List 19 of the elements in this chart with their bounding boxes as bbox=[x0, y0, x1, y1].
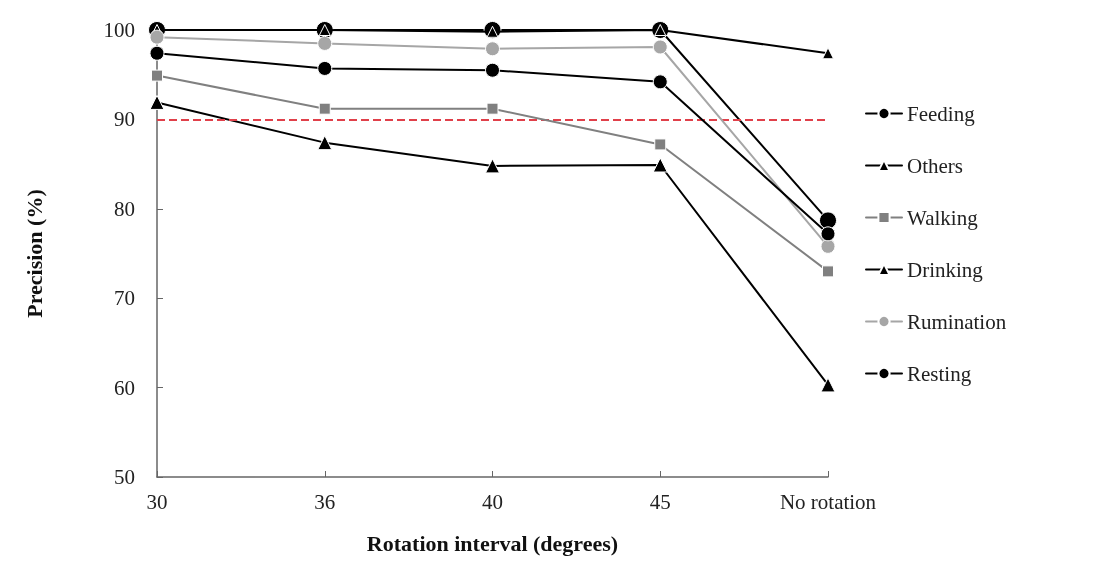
legend-label: Walking bbox=[907, 205, 979, 230]
legend-label: Rumination bbox=[907, 309, 1007, 334]
y-tick-label: 70 bbox=[114, 286, 135, 311]
y-tick-label: 90 bbox=[114, 107, 135, 132]
y-tick-label: 80 bbox=[114, 196, 135, 221]
x-tick-label: 40 bbox=[482, 489, 503, 514]
y-tick-label: 100 bbox=[103, 18, 135, 42]
legend-label: Resting bbox=[907, 361, 972, 386]
y-axis-title: Precision (%) bbox=[21, 189, 47, 318]
legend-label: Feeding bbox=[907, 101, 976, 126]
x-tick-label: No rotation bbox=[779, 489, 877, 514]
x-tick-label: 30 bbox=[146, 489, 168, 514]
x-tick-label: 36 bbox=[314, 489, 336, 514]
legend-label: Drinking bbox=[907, 257, 984, 282]
x-tick-label: 45 bbox=[649, 489, 671, 514]
x-axis-title: Rotation interval (degrees) bbox=[366, 530, 619, 556]
y-tick-label: 50 bbox=[114, 465, 135, 489]
legend-label: Others bbox=[907, 153, 963, 178]
y-tick-label: 60 bbox=[114, 375, 135, 400]
